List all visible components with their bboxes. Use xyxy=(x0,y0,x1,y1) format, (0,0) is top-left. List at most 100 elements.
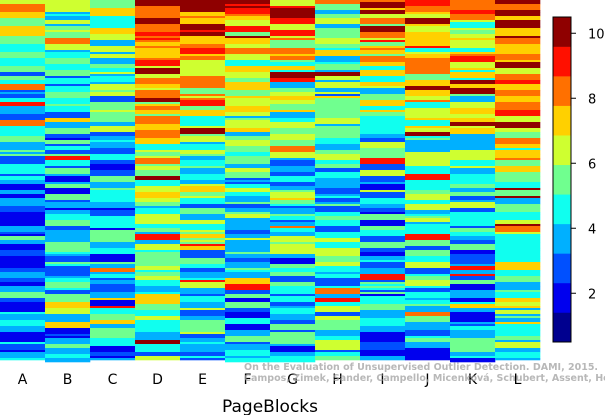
heatmap-cell-C xyxy=(90,184,136,189)
heatmap-cell-A xyxy=(0,76,46,81)
heatmap-cell-I xyxy=(360,192,406,199)
heatmap-cell-A xyxy=(0,244,46,251)
heatmap-cell-G xyxy=(270,330,316,333)
heatmap-cell-G xyxy=(270,254,316,259)
heatmap-cell-C xyxy=(90,74,136,77)
heatmap-cell-C xyxy=(90,140,136,143)
heatmap-cell-H xyxy=(315,344,361,351)
heatmap-cell-F xyxy=(225,298,271,303)
heatmap-cell-A xyxy=(0,154,46,157)
heatmap-cell-E xyxy=(180,334,226,339)
heatmap-cell-K xyxy=(450,356,496,359)
heatmap-cell-D xyxy=(135,110,181,115)
heatmap-cell-I xyxy=(360,290,406,293)
heatmap-cell-E xyxy=(180,208,226,215)
heatmap-cell-E xyxy=(180,302,226,309)
heatmap-cell-C xyxy=(90,260,136,263)
heatmap-cell-I xyxy=(360,2,406,9)
heatmap-cell-D xyxy=(135,116,181,119)
heatmap-cell-G xyxy=(270,208,316,215)
heatmap-cell-B xyxy=(45,232,91,237)
x-tick-label-H: H xyxy=(332,372,343,388)
heatmap-cell-D xyxy=(135,198,181,203)
heatmap-cell-J xyxy=(405,276,451,281)
heatmap-cell-F xyxy=(225,88,271,91)
heatmap-cell-D xyxy=(135,6,181,13)
heatmap-cell-H xyxy=(315,72,361,77)
heatmap-cell-A xyxy=(0,0,46,5)
heatmap-cell-G xyxy=(270,82,316,89)
heatmap-cell-I xyxy=(360,8,406,11)
heatmap-cell-G xyxy=(270,206,316,209)
heatmap-cell-H xyxy=(315,262,361,267)
heatmap-cell-H xyxy=(315,320,361,325)
heatmap-cell-F xyxy=(225,342,271,345)
heatmap-cell-E xyxy=(180,196,226,199)
heatmap-cell-C xyxy=(90,28,136,33)
heatmap-cell-I xyxy=(360,292,406,295)
heatmap-cell-F xyxy=(225,120,271,123)
heatmap-cell-L xyxy=(495,68,541,75)
citation-watermark: On the Evaluation of Unsupervised Outlie… xyxy=(244,362,605,384)
heatmap-cell-A xyxy=(0,152,46,155)
heatmap-cell-E xyxy=(180,230,226,233)
heatmap-cell-A xyxy=(0,232,46,235)
colorbar-frame xyxy=(552,16,572,343)
heatmap-cell-I xyxy=(360,128,406,135)
heatmap-cell-K xyxy=(450,38,496,41)
heatmap-cell-F xyxy=(225,344,271,351)
heatmap-cell-A xyxy=(0,24,46,27)
heatmap-cell-F xyxy=(225,44,271,49)
heatmap-cell-I xyxy=(360,342,406,349)
heatmap-cell-L xyxy=(495,0,541,5)
heatmap-cell-H xyxy=(315,168,361,173)
heatmap-cell-C xyxy=(90,274,136,279)
heatmap-cell-F xyxy=(225,238,271,241)
heatmap-cell-D xyxy=(135,40,181,43)
heatmap-cell-A xyxy=(0,58,46,61)
heatmap-cell-K xyxy=(450,156,496,161)
heatmap-cell-G xyxy=(270,352,316,357)
heatmap-cell-D xyxy=(135,250,181,253)
heatmap-cell-J xyxy=(405,230,451,235)
heatmap-cell-L xyxy=(495,132,541,135)
heatmap-cell-G xyxy=(270,302,316,307)
heatmap-cell-I xyxy=(360,204,406,209)
heatmap-cell-E xyxy=(180,256,226,259)
heatmap-cell-I xyxy=(360,284,406,287)
heatmap-cell-I xyxy=(360,110,406,113)
heatmap-cell-A xyxy=(0,286,46,293)
heatmap-cell-I xyxy=(360,88,406,95)
heatmap-cell-H xyxy=(315,194,361,197)
heatmap-cell-F xyxy=(225,172,271,179)
heatmap-cell-K xyxy=(450,232,496,237)
heatmap-cell-I xyxy=(360,78,406,83)
heatmap-cell-D xyxy=(135,286,181,293)
heatmap-cell-L xyxy=(495,234,541,237)
heatmap-cell-B xyxy=(45,64,91,71)
heatmap-cell-E xyxy=(180,244,226,247)
colorbar-segment xyxy=(553,194,571,225)
heatmap-cell-L xyxy=(495,188,541,191)
heatmap-cell-G xyxy=(270,140,316,147)
heatmap-cell-I xyxy=(360,190,406,193)
heatmap-cell-K xyxy=(450,40,496,45)
heatmap-cell-I xyxy=(360,184,406,191)
heatmap-cell-A xyxy=(0,120,46,127)
heatmap-cell-B xyxy=(45,0,91,7)
heatmap-cell-H xyxy=(315,340,361,345)
heatmap-cell-A xyxy=(0,226,46,233)
heatmap-cell-F xyxy=(225,8,271,13)
heatmap-cell-L xyxy=(495,154,541,159)
heatmap-cell-J xyxy=(405,322,451,327)
heatmap-cell-C xyxy=(90,160,136,165)
heatmap-cell-B xyxy=(45,26,91,31)
heatmap-cell-C xyxy=(90,226,136,229)
heatmap-cell-I xyxy=(360,144,406,149)
heatmap-cell-I xyxy=(360,236,406,243)
heatmap-cell-C xyxy=(90,248,136,255)
heatmap-cell-A xyxy=(0,164,46,171)
heatmap-cell-C xyxy=(90,208,136,211)
heatmap-cell-B xyxy=(45,140,91,145)
heatmap-cell-K xyxy=(450,134,496,141)
